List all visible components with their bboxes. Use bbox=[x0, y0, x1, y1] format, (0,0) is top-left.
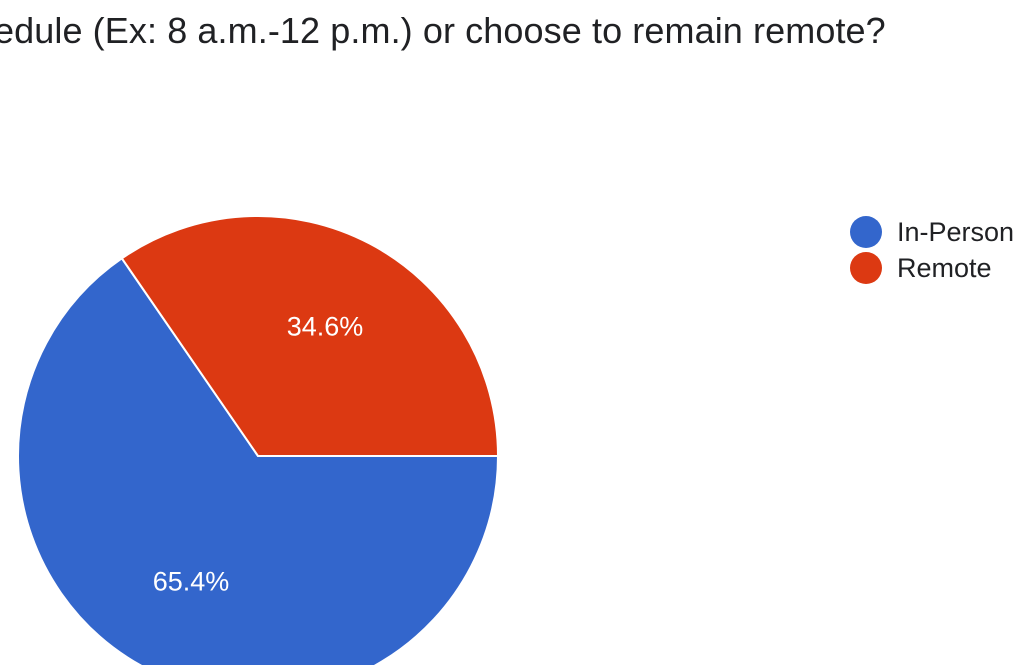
legend-swatch-remote bbox=[850, 252, 882, 284]
legend: In-Person Remote bbox=[850, 214, 1014, 286]
legend-item-in-person[interactable]: In-Person bbox=[850, 214, 1014, 250]
slice-label-in-person: 65.4% bbox=[153, 567, 230, 597]
pie-slice-in-person[interactable] bbox=[17, 256, 500, 665]
legend-label-in-person: In-Person bbox=[897, 216, 1015, 247]
legend-label-remote: Remote bbox=[897, 252, 992, 283]
question-title: edule (Ex: 8 a.m.-12 p.m.) or choose to … bbox=[0, 10, 886, 51]
pie-slices bbox=[17, 215, 500, 665]
pie-slice-labels: 65.4% 34.6% bbox=[153, 312, 364, 597]
slice-label-remote: 34.6% bbox=[287, 312, 364, 342]
legend-swatch-in-person bbox=[850, 216, 882, 248]
pie-slice-remote[interactable] bbox=[120, 215, 500, 457]
legend-item-remote[interactable]: Remote bbox=[850, 250, 1014, 286]
